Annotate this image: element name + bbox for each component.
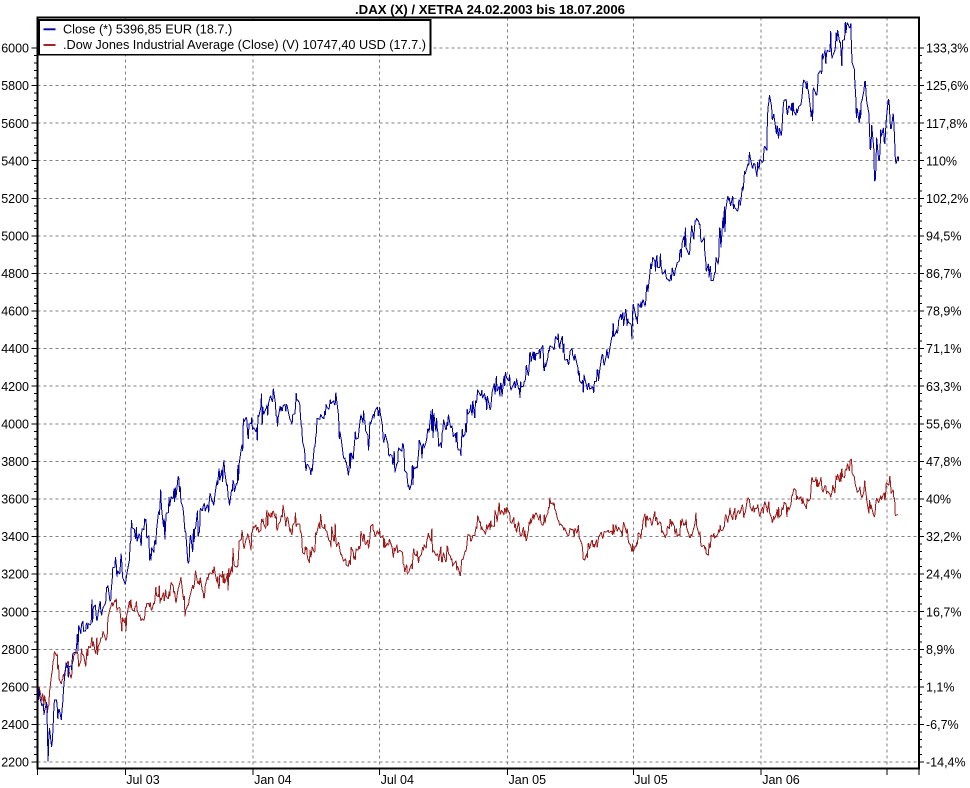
svg-text:4800: 4800 — [1, 267, 29, 281]
svg-text:3800: 3800 — [1, 455, 29, 469]
svg-text:5600: 5600 — [1, 117, 29, 131]
svg-text:47,8%: 47,8% — [926, 455, 961, 469]
svg-text:2400: 2400 — [1, 718, 29, 732]
svg-text:117,8%: 117,8% — [926, 117, 967, 131]
svg-text:1,1%: 1,1% — [926, 680, 955, 694]
svg-text:2800: 2800 — [1, 643, 29, 657]
svg-text:63,3%: 63,3% — [926, 380, 961, 394]
svg-text:40%: 40% — [926, 493, 951, 507]
svg-text:Jan 04: Jan 04 — [254, 773, 292, 787]
svg-text:4200: 4200 — [1, 380, 29, 394]
svg-text:3200: 3200 — [1, 568, 29, 582]
svg-text:Jan 06: Jan 06 — [762, 773, 800, 787]
svg-text:71,1%: 71,1% — [926, 342, 961, 356]
svg-text:125,6%: 125,6% — [926, 79, 968, 93]
svg-text:5200: 5200 — [1, 192, 29, 206]
svg-text:2600: 2600 — [1, 680, 29, 694]
svg-text:-14,4%: -14,4% — [926, 756, 966, 770]
svg-text:78,9%: 78,9% — [926, 305, 961, 319]
svg-text:Jul 03: Jul 03 — [126, 773, 159, 787]
svg-text:.DAX (X) / XETRA 24.02.2003 bi: .DAX (X) / XETRA 24.02.2003 bis 18.07.20… — [355, 2, 625, 17]
svg-text:86,7%: 86,7% — [926, 267, 961, 281]
svg-text:.Dow Jones Industrial Average: .Dow Jones Industrial Average (Close) (V… — [63, 38, 426, 52]
svg-text:24,4%: 24,4% — [926, 568, 961, 582]
svg-text:4600: 4600 — [1, 305, 29, 319]
svg-text:Jan 05: Jan 05 — [509, 773, 547, 787]
svg-text:4000: 4000 — [1, 417, 29, 431]
svg-text:2200: 2200 — [1, 756, 29, 770]
svg-text:55,6%: 55,6% — [926, 417, 961, 431]
svg-text:32,2%: 32,2% — [926, 530, 961, 544]
svg-text:-6,7%: -6,7% — [926, 718, 959, 732]
svg-text:Jul 04: Jul 04 — [381, 773, 414, 787]
svg-text:3400: 3400 — [1, 530, 29, 544]
svg-text:102,2%: 102,2% — [926, 192, 968, 206]
svg-text:3000: 3000 — [1, 605, 29, 619]
svg-text:5000: 5000 — [1, 230, 29, 244]
svg-text:94,5%: 94,5% — [926, 230, 961, 244]
svg-text:110%: 110% — [926, 154, 957, 168]
svg-text:5400: 5400 — [1, 154, 29, 168]
svg-text:6000: 6000 — [1, 42, 29, 56]
svg-text:Close (*) 5396,85 EUR (18.7.): Close (*) 5396,85 EUR (18.7.) — [63, 22, 232, 36]
svg-text:16,7%: 16,7% — [926, 605, 961, 619]
svg-text:133,3%: 133,3% — [926, 42, 968, 56]
svg-text:Jul 05: Jul 05 — [634, 773, 667, 787]
svg-text:4400: 4400 — [1, 342, 29, 356]
svg-text:3600: 3600 — [1, 493, 29, 507]
svg-text:5800: 5800 — [1, 79, 29, 93]
svg-text:8,9%: 8,9% — [926, 643, 955, 657]
